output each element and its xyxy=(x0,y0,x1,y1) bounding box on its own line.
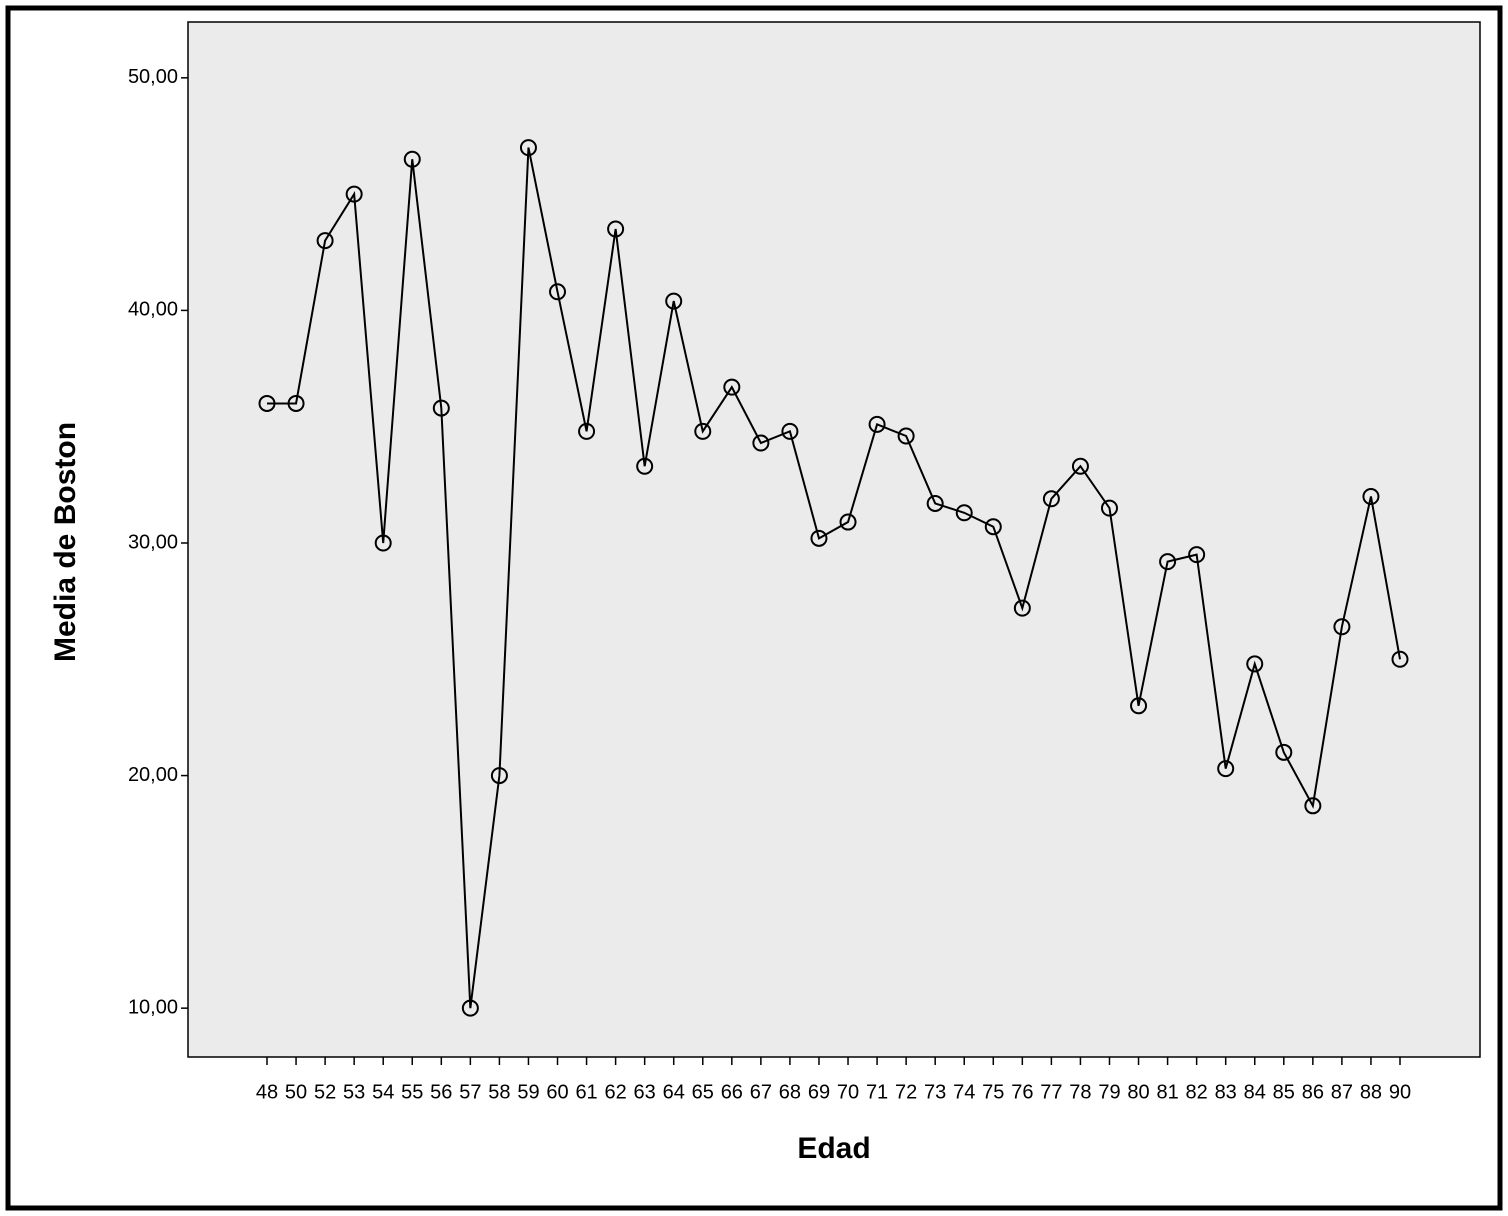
marker xyxy=(607,220,625,238)
marker xyxy=(1013,599,1031,617)
x-tick-label: 63 xyxy=(634,1081,656,1103)
marker xyxy=(955,504,973,522)
x-tick-label: 69 xyxy=(808,1081,830,1103)
marker xyxy=(316,232,334,250)
x-tick-label: 77 xyxy=(1040,1081,1062,1103)
x-tick-label: 84 xyxy=(1244,1081,1266,1103)
x-tick-label: 90 xyxy=(1389,1081,1411,1103)
x-tick-label: 80 xyxy=(1127,1081,1149,1103)
x-tick-label: 73 xyxy=(924,1081,946,1103)
x-tick-label: 75 xyxy=(982,1081,1004,1103)
marker xyxy=(519,139,537,157)
x-tick-label: 53 xyxy=(343,1081,365,1103)
y-tick-label: 20,00 xyxy=(128,764,178,786)
x-tick-label: 50 xyxy=(285,1081,307,1103)
marker xyxy=(1217,760,1235,778)
marker xyxy=(578,422,596,440)
x-tick-label: 65 xyxy=(692,1081,714,1103)
marker xyxy=(665,292,683,310)
marker xyxy=(1304,797,1322,815)
plot-area xyxy=(187,21,1481,1058)
marker xyxy=(810,529,828,547)
x-tick-label: 76 xyxy=(1011,1081,1033,1103)
marker xyxy=(345,185,363,203)
marker xyxy=(723,378,741,396)
x-tick-label: 67 xyxy=(750,1081,772,1103)
x-tick-label: 81 xyxy=(1156,1081,1178,1103)
x-tick-label: 61 xyxy=(575,1081,597,1103)
x-tick-label: 71 xyxy=(866,1081,888,1103)
marker xyxy=(984,518,1002,536)
x-tick-label: 58 xyxy=(488,1081,510,1103)
x-tick-label: 86 xyxy=(1302,1081,1324,1103)
marker xyxy=(374,534,392,552)
marker xyxy=(1275,743,1293,761)
x-tick-label: 52 xyxy=(314,1081,336,1103)
x-tick-label: 70 xyxy=(837,1081,859,1103)
marker xyxy=(897,427,915,445)
marker xyxy=(1071,457,1089,475)
line xyxy=(267,147,1401,1009)
x-tick-label: 57 xyxy=(459,1081,481,1103)
x-tick-label: 54 xyxy=(372,1081,394,1103)
y-axis-title: Media de Boston xyxy=(49,422,82,662)
x-tick-label: 88 xyxy=(1360,1081,1382,1103)
y-tick-label: 10,00 xyxy=(128,996,178,1018)
x-tick-label: 68 xyxy=(779,1081,801,1103)
marker xyxy=(1391,650,1409,668)
marker xyxy=(636,457,654,475)
x-tick-label: 60 xyxy=(546,1081,568,1103)
x-tick-label: 85 xyxy=(1273,1081,1295,1103)
marker xyxy=(549,283,567,301)
marker xyxy=(287,394,305,412)
x-tick-label: 66 xyxy=(721,1081,743,1103)
marker xyxy=(752,434,770,452)
x-tick-label: 72 xyxy=(895,1081,917,1103)
marker xyxy=(1130,697,1148,715)
marker xyxy=(694,422,712,440)
marker xyxy=(1188,546,1206,564)
x-tick-label: 74 xyxy=(953,1081,975,1103)
x-tick-label: 79 xyxy=(1098,1081,1120,1103)
marker xyxy=(839,513,857,531)
marker xyxy=(1042,490,1060,508)
marker xyxy=(258,394,276,412)
x-tick-label: 62 xyxy=(604,1081,626,1103)
marker xyxy=(868,415,886,433)
marker xyxy=(461,999,479,1017)
x-tick-label: 55 xyxy=(401,1081,423,1103)
x-tick-label: 82 xyxy=(1186,1081,1208,1103)
marker xyxy=(490,767,508,785)
marker xyxy=(403,150,421,168)
marker xyxy=(1362,487,1380,505)
marker xyxy=(432,399,450,417)
x-tick-label: 64 xyxy=(663,1081,685,1103)
marker xyxy=(1100,499,1118,517)
x-tick-label: 48 xyxy=(256,1081,278,1103)
y-tick-label: 50,00 xyxy=(128,66,178,88)
marker xyxy=(926,494,944,512)
y-tick-label: 30,00 xyxy=(128,531,178,553)
marker xyxy=(1246,655,1264,673)
y-tick-label: 40,00 xyxy=(128,299,178,321)
marker xyxy=(1159,553,1177,571)
marker xyxy=(1333,618,1351,636)
x-tick-label: 83 xyxy=(1215,1081,1237,1103)
x-axis-title: Edad xyxy=(797,1132,870,1165)
x-tick-label: 87 xyxy=(1331,1081,1353,1103)
marker xyxy=(781,422,799,440)
x-tick-label: 56 xyxy=(430,1081,452,1103)
x-tick-label: 59 xyxy=(517,1081,539,1103)
x-tick-label: 78 xyxy=(1069,1081,1091,1103)
